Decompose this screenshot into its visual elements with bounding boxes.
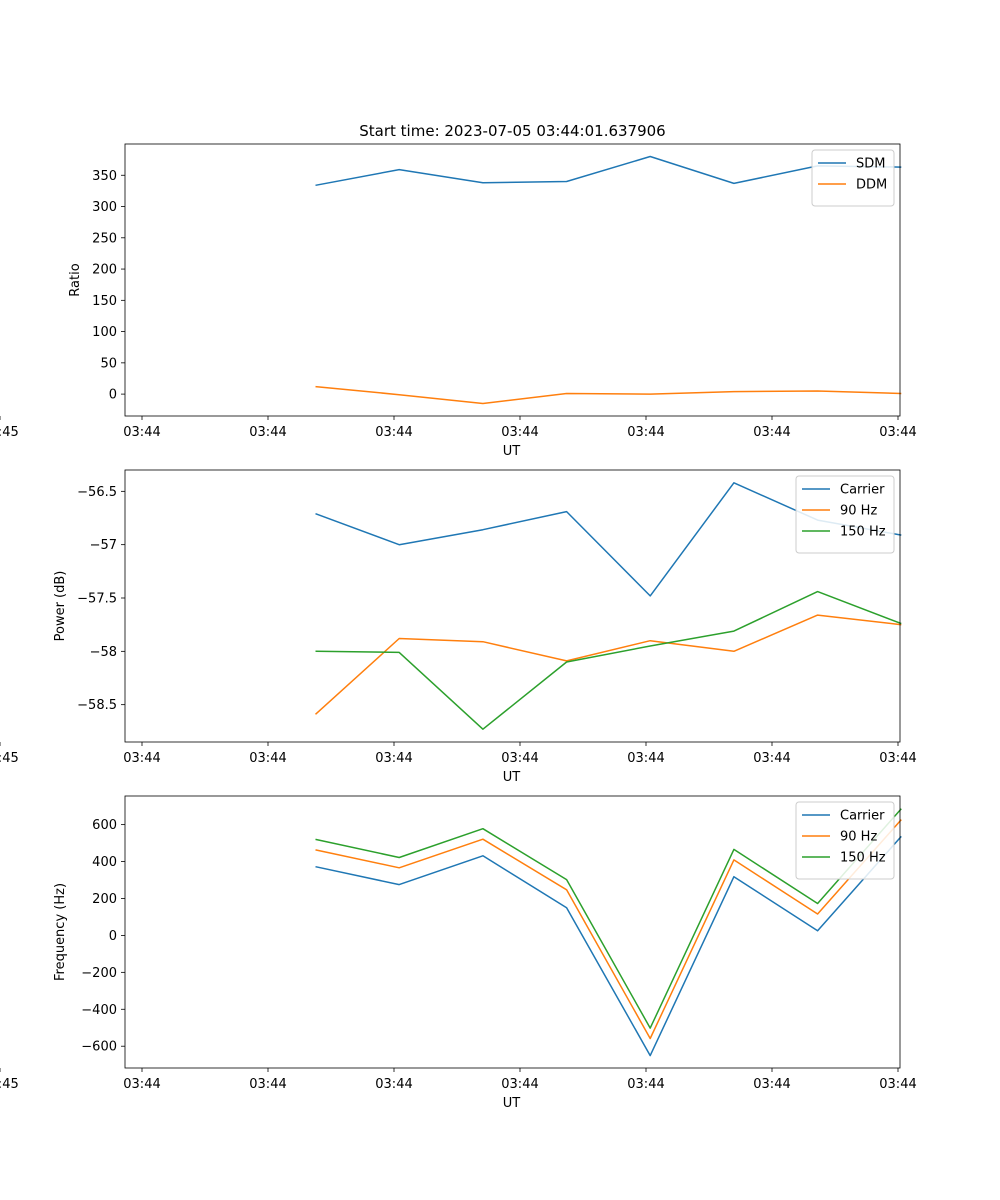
legend: Carrier 90 Hz 150 Hz — [795, 475, 895, 554]
y-tick-label: 350 — [92, 169, 117, 184]
x-tick-label: 03:45 — [0, 425, 19, 440]
y-tick-label: −600 — [81, 1040, 117, 1055]
x-tick-label: 03:44 — [123, 1077, 160, 1092]
x-tick-label: 03:44 — [249, 1077, 286, 1092]
series-line-150-hz — [315, 808, 902, 1029]
x-axis-label: UT — [503, 770, 521, 785]
legend-entry: 150 Hz — [840, 851, 886, 866]
x-tick-label: 03:44 — [627, 1077, 664, 1092]
series-line-90-hz — [315, 819, 902, 1040]
y-tick-label: 250 — [92, 231, 117, 246]
legend-entry: 90 Hz — [840, 830, 877, 845]
series-line-sdm — [315, 155, 902, 187]
x-tick-label: 03:44 — [753, 751, 790, 766]
legend: SDM DDM — [811, 149, 895, 207]
x-tick-label: 03:45 — [0, 751, 19, 766]
x-tick-label: 03:44 — [879, 751, 916, 766]
series-line-ddm — [315, 385, 902, 405]
y-tick-label: 100 — [92, 325, 117, 340]
legend: Carrier 90 Hz 150 Hz — [795, 801, 895, 880]
legend-entry: DDM — [856, 178, 887, 193]
y-axis-label: Power (dB) — [53, 571, 68, 642]
y-axis-label: Frequency (Hz) — [53, 883, 68, 981]
y-tick-label: −57 — [90, 538, 117, 553]
x-tick-label: 03:44 — [249, 425, 286, 440]
y-tick-label: 200 — [92, 263, 117, 278]
x-tick-label: 03:44 — [627, 425, 664, 440]
y-axis-label: Ratio — [68, 263, 83, 296]
y-tick-label: −200 — [81, 966, 117, 981]
series-line-carrier — [315, 835, 902, 1057]
x-tick-label: 03:44 — [627, 751, 664, 766]
y-tick-label: 300 — [92, 200, 117, 215]
x-tick-label: 03:44 — [753, 425, 790, 440]
y-tick-label: 200 — [92, 892, 117, 907]
legend-entry: Carrier — [840, 483, 885, 498]
x-tick-label: 03:45 — [0, 1077, 19, 1092]
x-tick-label: 03:44 — [123, 425, 160, 440]
axes-frame — [124, 469, 901, 743]
x-tick-label: 03:44 — [123, 751, 160, 766]
chart-panel-1: Start time: 2023-07-05 03:44:01.63790603… — [0, 122, 917, 459]
legend-box — [795, 801, 895, 880]
y-tick-label: 0 — [109, 388, 117, 403]
x-tick-label: 03:44 — [753, 1077, 790, 1092]
x-tick-label: 03:44 — [501, 751, 538, 766]
x-tick-label: 03:44 — [249, 751, 286, 766]
x-tick-label: 03:44 — [501, 1077, 538, 1092]
y-tick-label: 0 — [109, 929, 117, 944]
y-tick-label: −58 — [90, 645, 117, 660]
x-tick-label: 03:44 — [879, 1077, 916, 1092]
chart-title: Start time: 2023-07-05 03:44:01.637906 — [359, 122, 665, 140]
x-axis-label: UT — [503, 1096, 521, 1111]
legend-entry: Carrier — [840, 809, 885, 824]
x-axis-label: UT — [503, 444, 521, 459]
x-tick-label: 03:44 — [375, 1077, 412, 1092]
chart-panel-3: 03:44 03:44 03:44 03:44 03:44 03:44 03:44 03:45… — [0, 795, 917, 1111]
x-tick-label: 03:44 — [375, 425, 412, 440]
legend-entry: 150 Hz — [840, 525, 886, 540]
y-tick-label: 400 — [92, 855, 117, 870]
y-tick-label: 600 — [92, 818, 117, 833]
legend-entry: SDM — [856, 157, 885, 172]
axes-frame — [124, 143, 901, 417]
x-tick-label: 03:44 — [375, 751, 412, 766]
legend-box — [811, 149, 895, 207]
series-line-90-hz — [314, 614, 902, 715]
legend-entry: 90 Hz — [840, 504, 877, 519]
chart-panel-2: 03:44 03:44 03:44 03:44 03:44 03:44 03:44 03:45… — [0, 469, 917, 785]
legend-box — [795, 475, 895, 554]
y-tick-label: 150 — [92, 294, 117, 309]
y-tick-label: −58.5 — [77, 698, 117, 713]
axes-frame — [124, 795, 901, 1069]
x-tick-label: 03:44 — [501, 425, 538, 440]
y-tick-label: −400 — [81, 1003, 117, 1018]
y-tick-label: −56.5 — [77, 485, 117, 500]
x-tick-label: 03:44 — [879, 425, 916, 440]
y-tick-label: −57.5 — [77, 592, 117, 607]
series-line-150-hz — [315, 590, 902, 730]
y-tick-label: 50 — [100, 356, 117, 371]
